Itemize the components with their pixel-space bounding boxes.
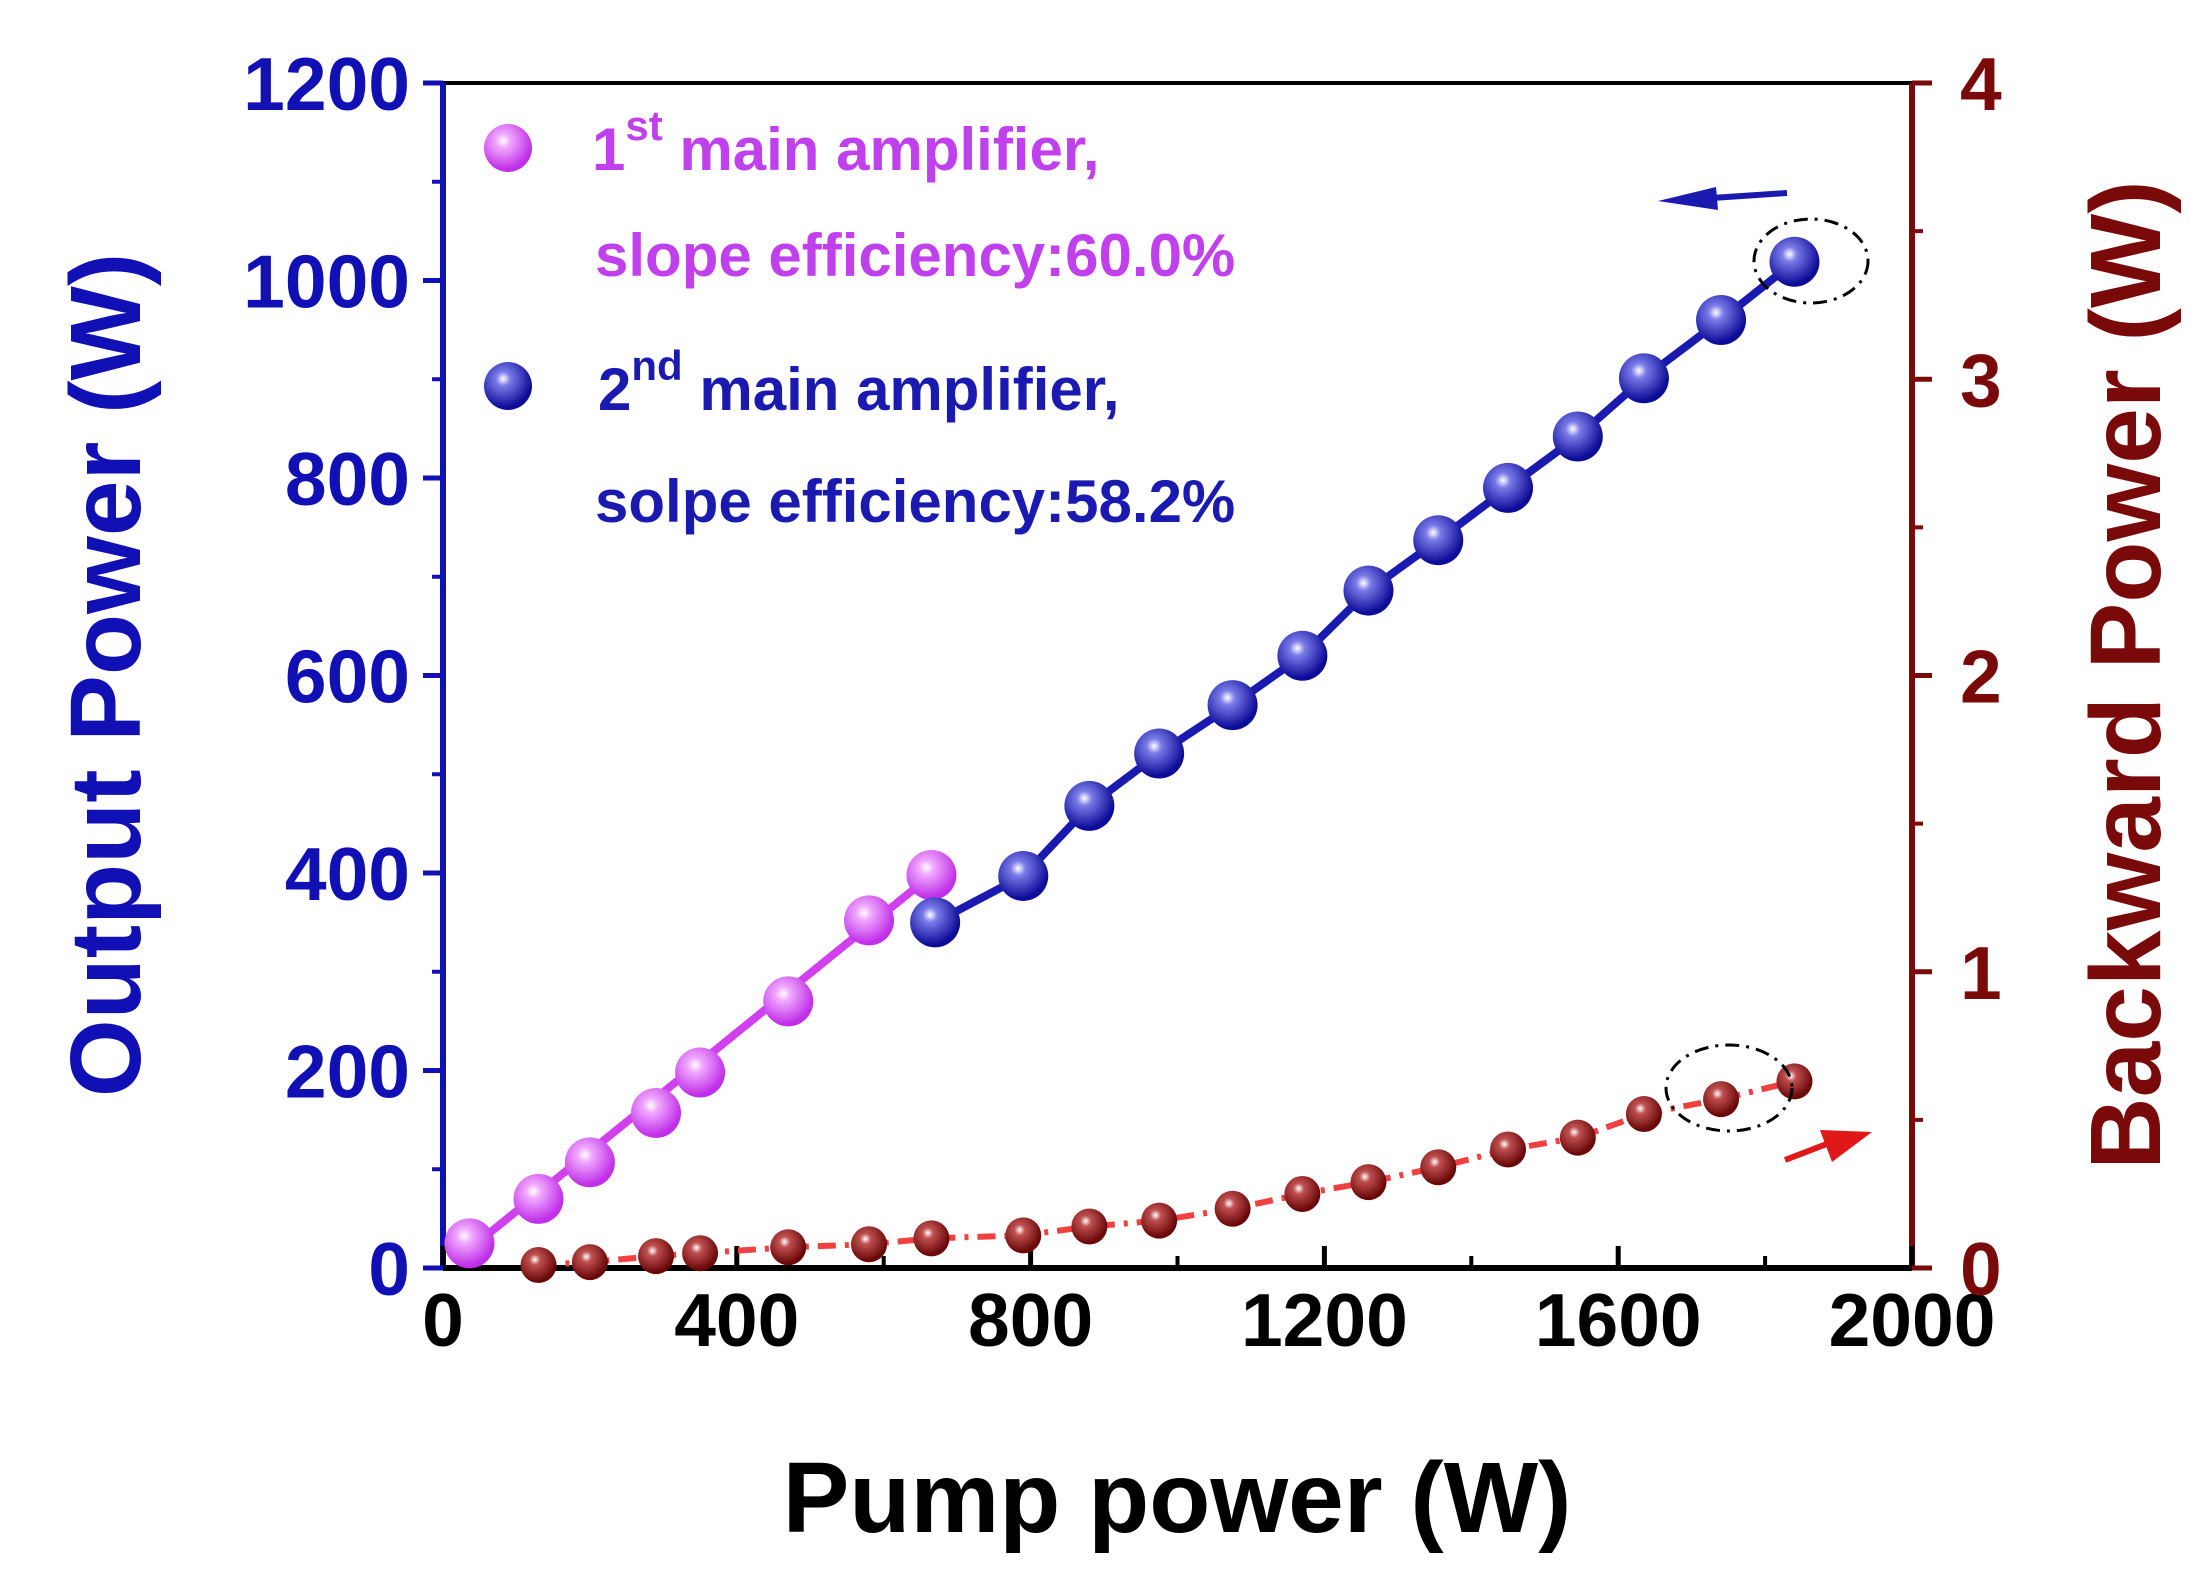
series1-point (564, 1137, 615, 1188)
backward-point (1284, 1175, 1321, 1212)
backward-point (1141, 1202, 1178, 1239)
x-tick-label: 1200 (1241, 1278, 1408, 1362)
backward-line (538, 1078, 1796, 1269)
x-tick-label: 2000 (1829, 1278, 1996, 1362)
series2-point (1769, 236, 1820, 287)
series2-point (1207, 680, 1258, 731)
legend: 1st main amplifier, slope efficiency:60.… (484, 102, 1235, 535)
legend-marker-series1 (484, 124, 532, 172)
series-markers (444, 236, 1820, 1284)
y-left-tick-label: 600 (285, 635, 410, 719)
y-left-tick-label: 200 (285, 1030, 410, 1114)
series2-point (1618, 353, 1669, 404)
series2-point (1134, 728, 1185, 779)
series1-point (844, 895, 895, 946)
series1-point (675, 1047, 726, 1098)
series2-point (1277, 630, 1328, 681)
series2-point (1696, 295, 1747, 345)
highlight-ellipse-output (1752, 217, 1870, 305)
backward-point (638, 1238, 675, 1275)
backward-point (1490, 1131, 1527, 1168)
backward-point (682, 1235, 719, 1272)
right-axis-arrow (1783, 1130, 1872, 1163)
x-tick-label: 800 (968, 1278, 1093, 1362)
backward-point (1559, 1119, 1596, 1156)
series2-point (1483, 462, 1534, 513)
legend-efficiency-series2: solpe efficiency:58.2% (595, 468, 1235, 535)
x-tick-label: 400 (674, 1278, 799, 1362)
series2-point (1343, 565, 1394, 616)
backward-point (1776, 1063, 1813, 1100)
y-left-tick-label: 1000 (243, 240, 410, 324)
y-left-tick-label: 400 (285, 832, 410, 916)
series1-point (763, 976, 814, 1027)
series2-point (910, 897, 961, 948)
series2-point (998, 850, 1049, 901)
backward-point (520, 1247, 557, 1284)
y-right-tick-label: 4 (1960, 42, 2002, 126)
series1-point (444, 1218, 495, 1269)
y-right-tick-label: 2 (1960, 635, 2002, 719)
y-left-axis-title: Output Power (W) (50, 253, 162, 1097)
y-left-tick-label: 1200 (243, 42, 410, 126)
backward-point (913, 1220, 950, 1257)
highlight-ellipse-backward (1664, 1043, 1794, 1133)
legend-label-series2: 2nd main amplifier, (598, 342, 1120, 423)
series1-point (513, 1173, 564, 1224)
series2-point (1552, 411, 1603, 462)
backward-point (1625, 1095, 1662, 1132)
series2-point (1064, 780, 1115, 831)
backward-point (1214, 1190, 1251, 1227)
backward-point (1350, 1164, 1387, 1201)
backward-point (571, 1244, 608, 1281)
legend-marker-series2 (484, 362, 532, 410)
legend-label-series1: 1st main amplifier, (592, 102, 1100, 183)
series2-point (1413, 515, 1464, 566)
left-axis-arrow (1658, 187, 1788, 210)
backward-point (1703, 1081, 1740, 1118)
backward-point (770, 1229, 807, 1266)
backward-point (1005, 1217, 1042, 1254)
y-right-tick-label: 1 (1960, 931, 2002, 1015)
backward-point (1420, 1149, 1457, 1186)
y-right-tick-label: 3 (1960, 338, 2002, 422)
tick-labels: 0 400 800 1200 1600 2000020040060080010001200… (243, 42, 2002, 1362)
series1-point (631, 1087, 682, 1138)
backward-point (1071, 1208, 1108, 1245)
legend-efficiency-series1: slope efficiency:60.0% (595, 222, 1235, 289)
y-left-tick-label: 0 (368, 1227, 410, 1311)
x-tick-label: 0 (422, 1278, 464, 1362)
backward-point (851, 1226, 888, 1263)
series1-point (906, 849, 957, 900)
y-right-tick-label: 0 (1960, 1227, 2002, 1311)
x-axis-title: Pump power (W) (783, 1442, 1572, 1554)
y-left-tick-label: 800 (285, 437, 410, 521)
y-right-axis-title: Backward Power (W) (2070, 180, 2182, 1169)
x-tick-label: 1600 (1535, 1278, 1702, 1362)
